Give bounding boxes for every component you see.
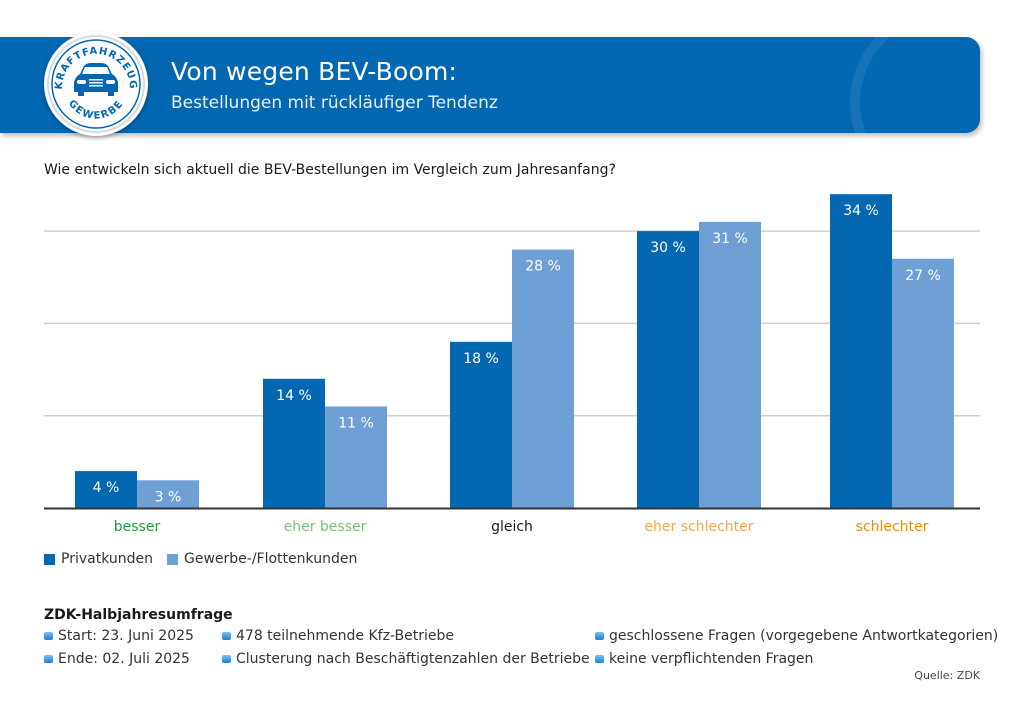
- bars: [75, 194, 954, 508]
- legend-label: Privatkunden: [61, 551, 153, 567]
- page-subtitle: Bestellungen mit rückläufiger Tendenz: [171, 93, 498, 113]
- bar-privatkunden-eher-schlechter: [637, 231, 699, 508]
- legend-swatch: [167, 553, 178, 565]
- bar-gewerbe-eher-besser: [325, 406, 387, 508]
- bar-privatkunden-eher-besser: [263, 378, 325, 508]
- legend-label: Gewerbe-/Flottenkunden: [184, 551, 358, 567]
- category-label: schlechter: [856, 519, 929, 535]
- value-label: 34 %: [843, 203, 879, 219]
- bar-gewerbe-schlechter: [892, 258, 954, 508]
- category-labels: besser eher besser gleich eher schlechter sc…: [114, 519, 929, 535]
- value-label: 27 %: [905, 268, 941, 284]
- category-label: gleich: [491, 519, 533, 535]
- bar-gewerbe-eher-schlechter: [699, 221, 761, 508]
- bar-gewerbe-gleich: [512, 249, 574, 508]
- survey-item: Start: 23. Juni 2025: [44, 628, 194, 644]
- page-title: Von wegen BEV-Boom:: [171, 57, 458, 86]
- value-label: 30 %: [650, 240, 686, 256]
- kfz-gewerbe-logo: KRAFTFAHRZEUG GEWERBE: [44, 32, 148, 136]
- legend: Privatkunden Gewerbe-/Flottenkunden: [44, 551, 357, 567]
- bullet-icon: [595, 655, 604, 663]
- survey-item: Clusterung nach Beschäftigtenzahlen der …: [222, 651, 590, 667]
- car-icon: KRAFTFAHRZEUG GEWERBE: [47, 35, 145, 133]
- survey-item: keine verpflichtenden Fragen: [595, 651, 813, 667]
- value-label: 18 %: [463, 351, 499, 367]
- header-banner: [0, 37, 980, 133]
- bullet-icon: [44, 632, 53, 640]
- legend-item-gewerbe: Gewerbe-/Flottenkunden: [167, 551, 357, 567]
- value-label: 3 %: [155, 489, 182, 505]
- value-label: 4 %: [93, 480, 120, 496]
- value-labels: 4 % 3 % 14 % 11 % 18 % 28 % 30 % 31 % 34 % 27 %: [93, 203, 941, 505]
- bar-gewerbe-besser: [137, 480, 199, 508]
- bullet-icon: [595, 632, 604, 640]
- survey-title: ZDK-Halbjahresumfrage: [44, 607, 233, 623]
- chart-question: Wie entwickeln sich aktuell die BEV-Best…: [44, 162, 616, 178]
- bullet-icon: [222, 632, 231, 640]
- bullet-icon: [44, 655, 53, 663]
- value-label: 28 %: [525, 259, 561, 275]
- value-label: 31 %: [712, 231, 748, 247]
- bar-privatkunden-schlechter: [830, 194, 892, 508]
- legend-swatch: [44, 553, 55, 565]
- survey-item: Ende: 02. Juli 2025: [44, 651, 190, 667]
- value-label: 14 %: [276, 388, 312, 404]
- source-note: Quelle: ZDK: [914, 669, 980, 682]
- category-label: eher besser: [284, 519, 367, 535]
- logo-watermark: [850, 37, 980, 133]
- category-label: besser: [114, 519, 161, 535]
- survey-item: 478 teilnehmende Kfz-Betriebe: [222, 628, 454, 644]
- bullet-icon: [222, 655, 231, 663]
- category-label: eher schlechter: [644, 519, 753, 535]
- legend-item-privatkunden: Privatkunden: [44, 551, 153, 567]
- survey-item: geschlossene Fragen (vorgegebene Antwort…: [595, 628, 998, 644]
- bar-privatkunden-gleich: [450, 341, 512, 508]
- value-label: 11 %: [338, 415, 374, 431]
- bar-privatkunden-besser: [75, 471, 137, 508]
